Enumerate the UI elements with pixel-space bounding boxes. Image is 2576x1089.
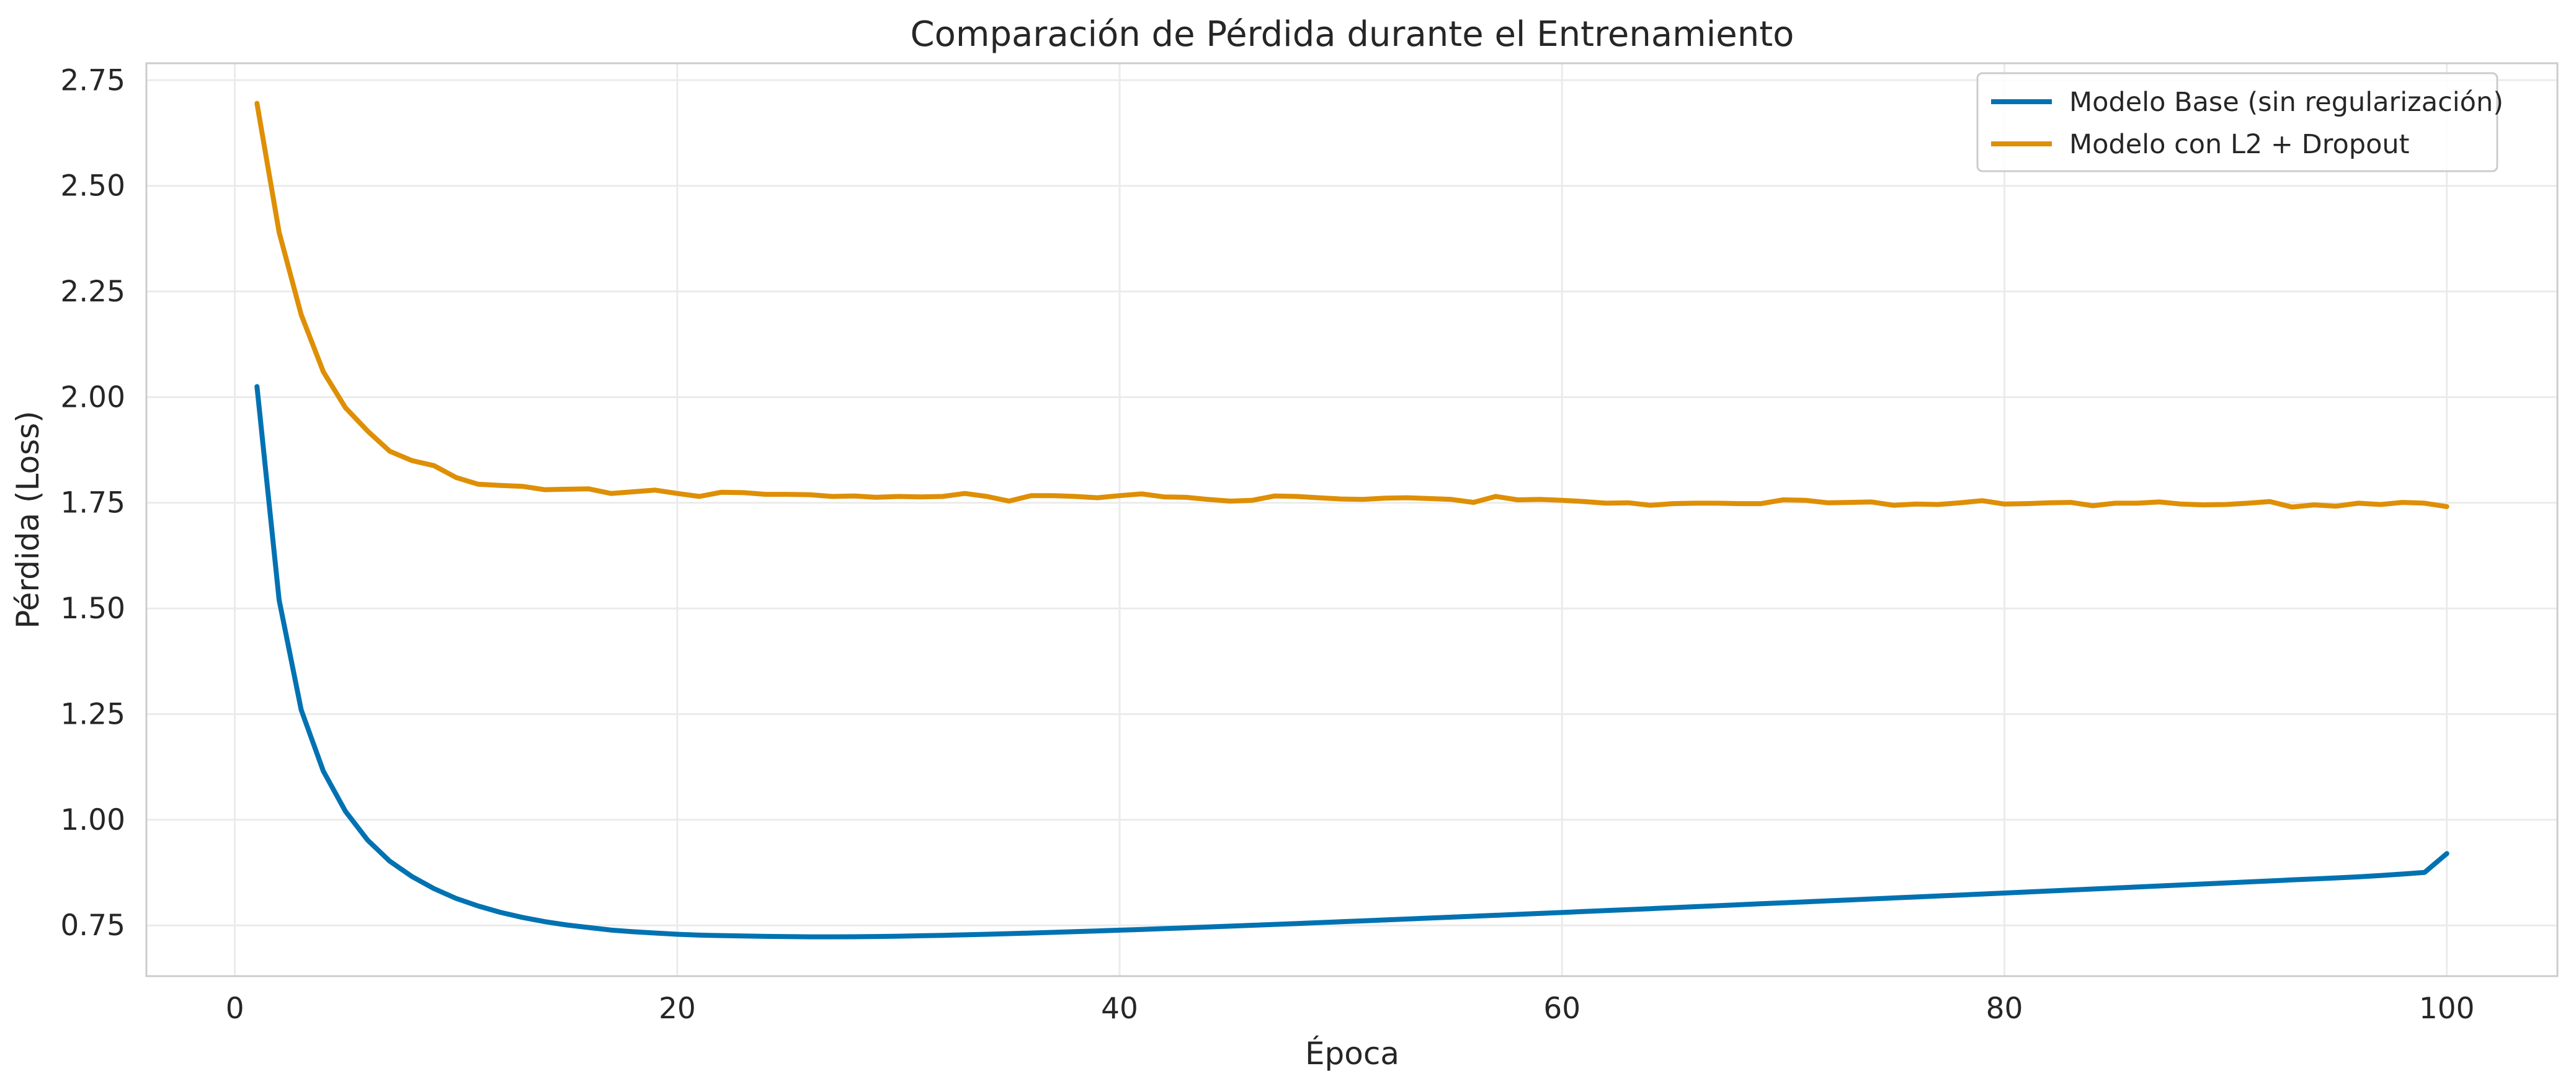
grid bbox=[146, 63, 2557, 976]
legend-box bbox=[1976, 72, 2498, 172]
x-tick-label: 20 bbox=[659, 992, 696, 1026]
y-axis-label: Pérdida (Loss) bbox=[10, 411, 46, 628]
legend-label-base: Modelo Base (sin regularización) bbox=[2069, 87, 2503, 118]
y-tick-label: 1.50 bbox=[60, 592, 125, 626]
x-tick-label: 60 bbox=[1543, 992, 1580, 1026]
series-line-base bbox=[254, 384, 2449, 940]
chart-title: Comparación de Pérdida durante el Entren… bbox=[911, 14, 1794, 55]
legend: Modelo Base (sin regularización) Modelo … bbox=[1976, 72, 2503, 172]
x-tick-label: 40 bbox=[1101, 992, 1138, 1026]
y-tick-label: 1.75 bbox=[60, 486, 125, 520]
x-axis-label: Época bbox=[1305, 1035, 1399, 1072]
y-tick-label: 1.00 bbox=[60, 803, 125, 837]
plot-frame bbox=[145, 62, 2559, 977]
y-tick-label: 2.75 bbox=[60, 63, 125, 97]
y-tick-label: 2.00 bbox=[60, 380, 125, 414]
x-tick-label: 0 bbox=[226, 992, 244, 1026]
y-axis-ticks: 0.75 1.00 1.25 1.50 1.75 2.00 2.25 2.50 2.75 bbox=[60, 63, 125, 943]
y-tick-label: 1.25 bbox=[60, 697, 125, 731]
series-layer bbox=[254, 100, 2449, 940]
x-tick-label: 80 bbox=[1986, 992, 2023, 1026]
y-tick-label: 2.25 bbox=[60, 275, 125, 309]
series-line-regularized bbox=[254, 100, 2449, 510]
x-axis-ticks: 0 20 40 60 80 100 bbox=[226, 992, 2475, 1026]
y-tick-label: 2.50 bbox=[60, 169, 125, 203]
x-tick-label: 100 bbox=[2419, 992, 2475, 1026]
y-tick-label: 0.75 bbox=[60, 909, 125, 943]
legend-label-regularized: Modelo con L2 + Dropout bbox=[2069, 129, 2410, 160]
